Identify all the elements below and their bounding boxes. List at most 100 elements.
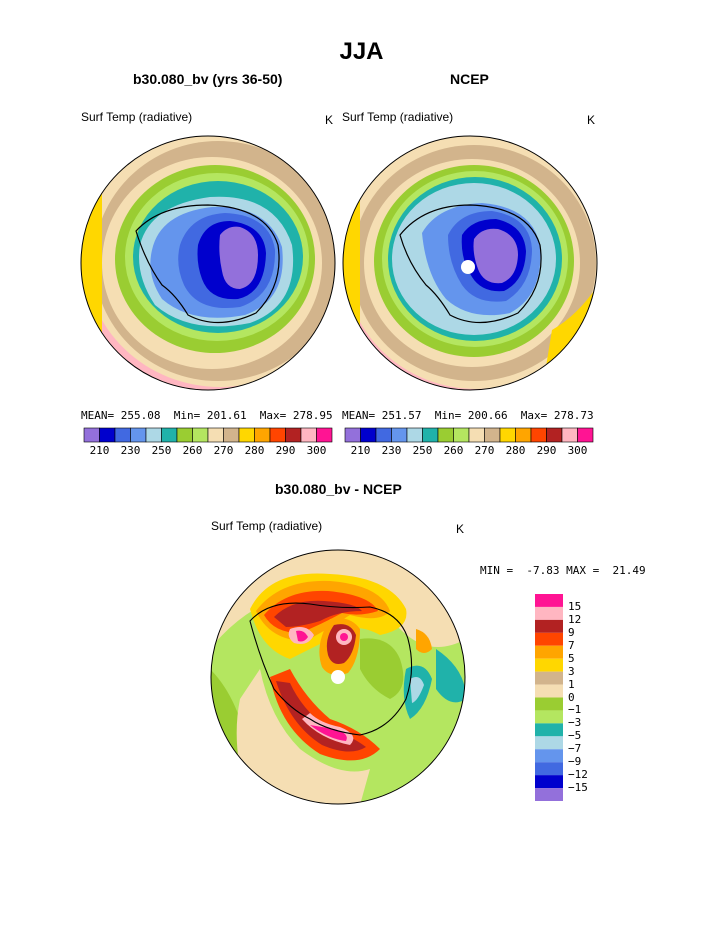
panel3-unit-label: K <box>456 522 465 536</box>
colorbar-tick-label: 280 <box>505 444 526 457</box>
colorbar-swatch <box>535 606 563 620</box>
colorbar-swatch <box>422 427 439 443</box>
panel3-colorbar <box>535 594 563 801</box>
colorbar-tick-label: 3 <box>568 664 575 678</box>
colorbar-tick-label: 5 <box>568 651 575 665</box>
colorbar-swatch <box>176 427 193 443</box>
colorbar-swatch <box>360 427 377 443</box>
panel3-title: b30.080_bv - NCEP <box>275 481 402 497</box>
colorbar-swatch <box>316 427 333 443</box>
colorbar-swatch <box>99 427 116 443</box>
panel1-variable-label: Surf Temp (radiative) <box>81 110 193 124</box>
panel1-colorbar-labels: 210 230 250 260 270 280 290 300 <box>84 444 332 460</box>
colorbar-tick-label: 260 <box>443 444 464 457</box>
colorbar-tick-label: −7 <box>568 742 582 756</box>
colorbar-tick-label: 9 <box>568 625 575 639</box>
colorbar-tick-label: 270 <box>474 444 495 457</box>
colorbar-tick-label: 290 <box>536 444 557 457</box>
colorbar-tick-label: 290 <box>275 444 296 457</box>
panel3-colorbar-labels: 15 12 9 7 5 3 1 0 −1 −3 −5 −7 −9 −12 −15 <box>568 594 608 801</box>
colorbar-tick-label: 300 <box>306 444 327 457</box>
colorbar-tick-label: 230 <box>381 444 402 457</box>
colorbar-swatch <box>114 427 131 443</box>
colorbar-tick-label: −3 <box>568 716 582 730</box>
colorbar-swatch <box>499 427 516 443</box>
colorbar-swatch <box>344 427 361 443</box>
panel2-variable-label: Surf Temp (radiative) <box>342 110 454 124</box>
colorbar-tick-label: 1 <box>568 677 575 691</box>
colorbar-swatch <box>535 723 563 737</box>
panel3-variable-label: Surf Temp (radiative) <box>211 519 323 533</box>
panel2-colorbar-labels: 210 230 250 260 270 280 290 300 <box>345 444 593 460</box>
panel2-stats: MEAN= 251.57 Min= 200.66 Max= 278.73 <box>342 409 594 422</box>
panel2-unit-label: K <box>587 113 596 127</box>
colorbar-swatch <box>535 645 563 659</box>
colorbar-swatch <box>161 427 178 443</box>
colorbar-swatch <box>535 619 563 633</box>
colorbar-swatch <box>285 427 302 443</box>
panel2-polar-map <box>342 135 598 391</box>
colorbar-swatch <box>535 684 563 698</box>
colorbar-tick-label: 230 <box>120 444 141 457</box>
colorbar-swatch <box>269 427 286 443</box>
colorbar-tick-label: −15 <box>568 781 588 795</box>
colorbar-tick-label: 7 <box>568 638 575 652</box>
colorbar-swatch <box>577 427 594 443</box>
colorbar-tick-label: 210 <box>89 444 110 457</box>
colorbar-swatch <box>535 632 563 646</box>
colorbar-swatch <box>535 736 563 750</box>
colorbar-tick-label: 260 <box>182 444 203 457</box>
colorbar-swatch <box>535 762 563 776</box>
colorbar-swatch <box>468 427 485 443</box>
colorbar-swatch <box>530 427 547 443</box>
panel1-colorbar <box>83 427 333 443</box>
colorbar-swatch <box>535 788 563 801</box>
colorbar-swatch <box>535 697 563 711</box>
colorbar-swatch <box>437 427 454 443</box>
colorbar-swatch <box>535 749 563 763</box>
colorbar-tick-label: 12 <box>568 612 582 626</box>
colorbar-swatch <box>192 427 209 443</box>
colorbar-swatch <box>130 427 147 443</box>
colorbar-tick-label: 270 <box>213 444 234 457</box>
colorbar-swatch <box>561 427 578 443</box>
colorbar-swatch <box>535 671 563 685</box>
colorbar-tick-label: −12 <box>568 768 588 782</box>
figure-title: JJA <box>339 38 384 65</box>
panel2-title: NCEP <box>450 71 489 87</box>
colorbar-swatch <box>207 427 224 443</box>
panel3-difference-map <box>210 549 466 805</box>
colorbar-swatch <box>83 427 100 443</box>
colorbar-swatch <box>484 427 501 443</box>
colorbar-swatch <box>254 427 271 443</box>
colorbar-tick-label: −1 <box>568 703 582 717</box>
colorbar-tick-label: 15 <box>568 599 582 613</box>
colorbar-swatch <box>300 427 317 443</box>
colorbar-swatch <box>406 427 423 443</box>
colorbar-swatch <box>535 594 563 607</box>
panel2-colorbar <box>344 427 594 443</box>
colorbar-tick-label: 280 <box>244 444 265 457</box>
colorbar-tick-label: 300 <box>567 444 588 457</box>
colorbar-swatch <box>535 710 563 724</box>
colorbar-tick-label: 250 <box>151 444 172 457</box>
panel1-unit-label: K <box>325 113 334 127</box>
colorbar-swatch <box>238 427 255 443</box>
colorbar-swatch <box>145 427 162 443</box>
colorbar-tick-label: 0 <box>568 690 575 704</box>
panel1-polar-map <box>80 135 336 391</box>
colorbar-swatch <box>453 427 470 443</box>
colorbar-tick-label: −9 <box>568 755 582 769</box>
colorbar-swatch <box>375 427 392 443</box>
colorbar-swatch <box>515 427 532 443</box>
panel1-stats: MEAN= 255.08 Min= 201.61 Max= 278.95 <box>81 409 333 422</box>
colorbar-tick-label: −5 <box>568 729 582 743</box>
colorbar-swatch <box>535 775 563 789</box>
panel3-stats: MIN = -7.83 MAX = 21.49 <box>480 564 646 577</box>
colorbar-tick-label: 210 <box>350 444 371 457</box>
colorbar-swatch <box>391 427 408 443</box>
colorbar-swatch <box>546 427 563 443</box>
colorbar-tick-label: 250 <box>412 444 433 457</box>
colorbar-swatch <box>223 427 240 443</box>
colorbar-swatch <box>535 658 563 672</box>
